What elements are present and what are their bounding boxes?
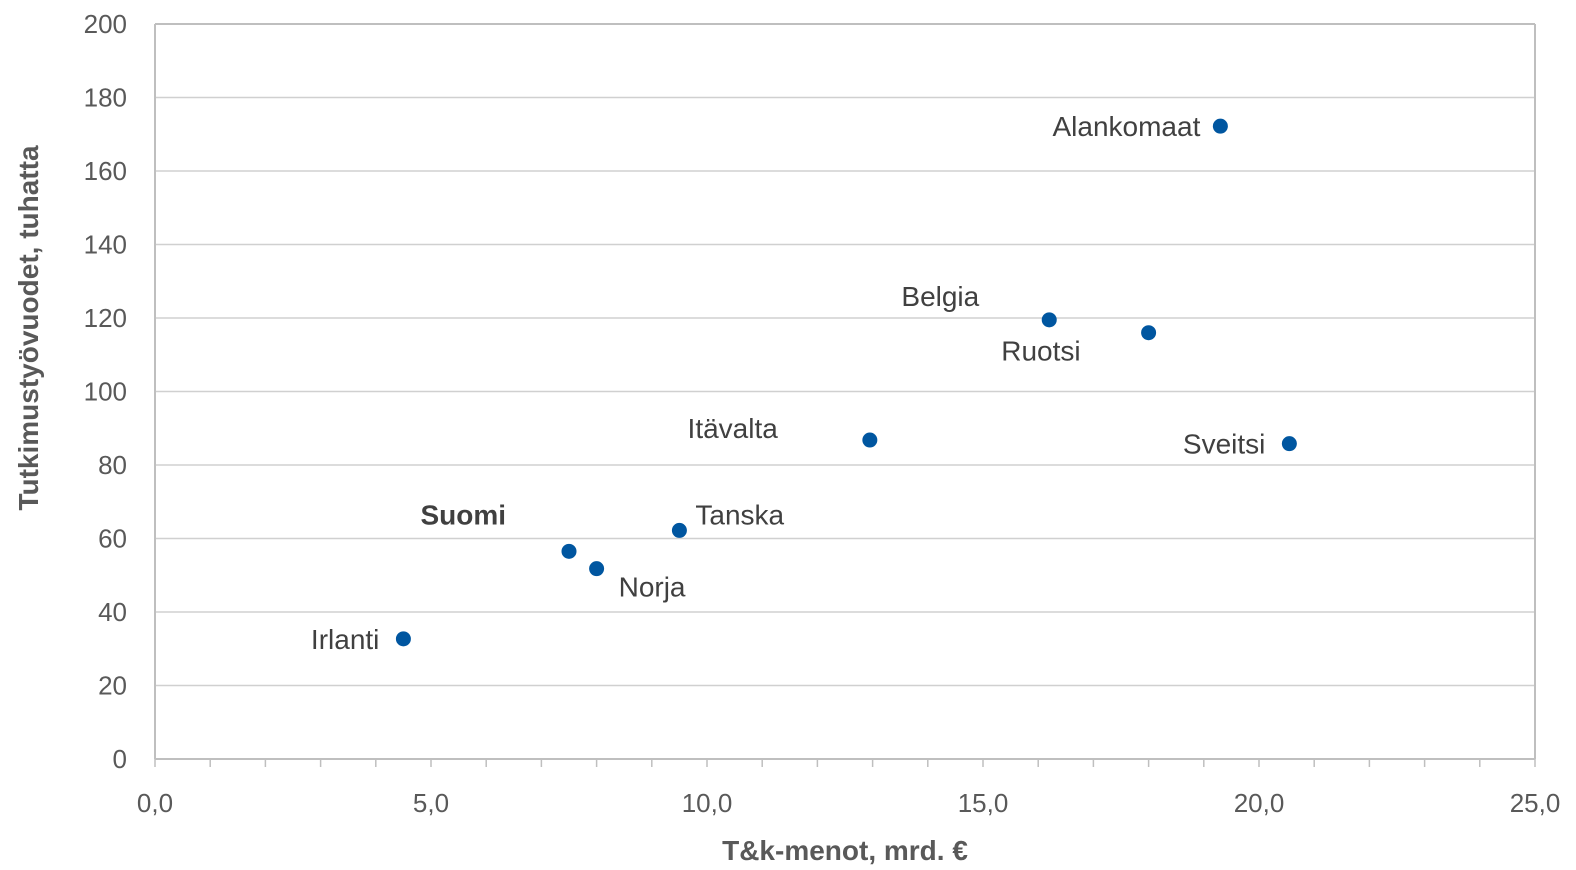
y-tick-label: 200 xyxy=(84,9,127,39)
axes xyxy=(154,23,1536,767)
y-tick-label: 160 xyxy=(84,156,127,186)
y-tick-label: 0 xyxy=(113,744,127,774)
point-belgia xyxy=(1041,312,1057,328)
y-tick-label: 60 xyxy=(98,524,127,554)
x-tick-label: 20,0 xyxy=(1234,788,1285,818)
point-label-ruotsi: Ruotsi xyxy=(1001,336,1080,367)
point-norja xyxy=(589,561,605,577)
y-tick-label: 140 xyxy=(84,230,127,260)
y-tick-label: 180 xyxy=(84,83,127,113)
y-tick-label: 100 xyxy=(84,377,127,407)
point-ruotsi xyxy=(1141,325,1157,341)
point-alankomaat xyxy=(1212,118,1228,134)
x-tick-label: 0,0 xyxy=(137,788,173,818)
x-axis-title: T&k-menot, mrd. € xyxy=(722,835,968,866)
y-tick-label: 20 xyxy=(98,671,127,701)
data-points xyxy=(395,118,1297,647)
point-labels: Irlanti Suomi Norja Tanska Itävalta Belgia Ruo… xyxy=(311,111,1265,655)
point-label-tanska: Tanska xyxy=(695,499,784,530)
y-axis-title: Tutkimustyövuodet, tuhatta xyxy=(13,145,44,510)
point-label-sveitsi: Sveitsi xyxy=(1183,429,1265,460)
y-tick-label: 80 xyxy=(98,450,127,480)
grid-lines xyxy=(155,23,1535,687)
point-sveitsi xyxy=(1281,436,1297,452)
point-label-belgia: Belgia xyxy=(901,281,979,312)
tick-labels: 0 20 40 60 80 100 120 140 160 180 200 0,0 5,0 10,0 15,… xyxy=(84,9,1561,818)
point-label-alankomaat: Alankomaat xyxy=(1052,111,1200,142)
point-label-norja: Norja xyxy=(619,572,686,603)
x-tick-label: 10,0 xyxy=(682,788,733,818)
point-suomi xyxy=(561,543,577,559)
x-tick-label: 25,0 xyxy=(1510,788,1561,818)
point-label-it-valta: Itävalta xyxy=(688,413,779,444)
x-tick-label: 5,0 xyxy=(413,788,449,818)
point-it-valta xyxy=(862,432,878,448)
point-label-suomi: Suomi xyxy=(420,499,506,530)
point-label-irlanti: Irlanti xyxy=(311,624,379,655)
point-irlanti xyxy=(395,631,411,647)
y-tick-label: 40 xyxy=(98,597,127,627)
y-tick-label: 120 xyxy=(84,303,127,333)
x-tick-label: 15,0 xyxy=(958,788,1009,818)
point-tanska xyxy=(671,522,687,538)
